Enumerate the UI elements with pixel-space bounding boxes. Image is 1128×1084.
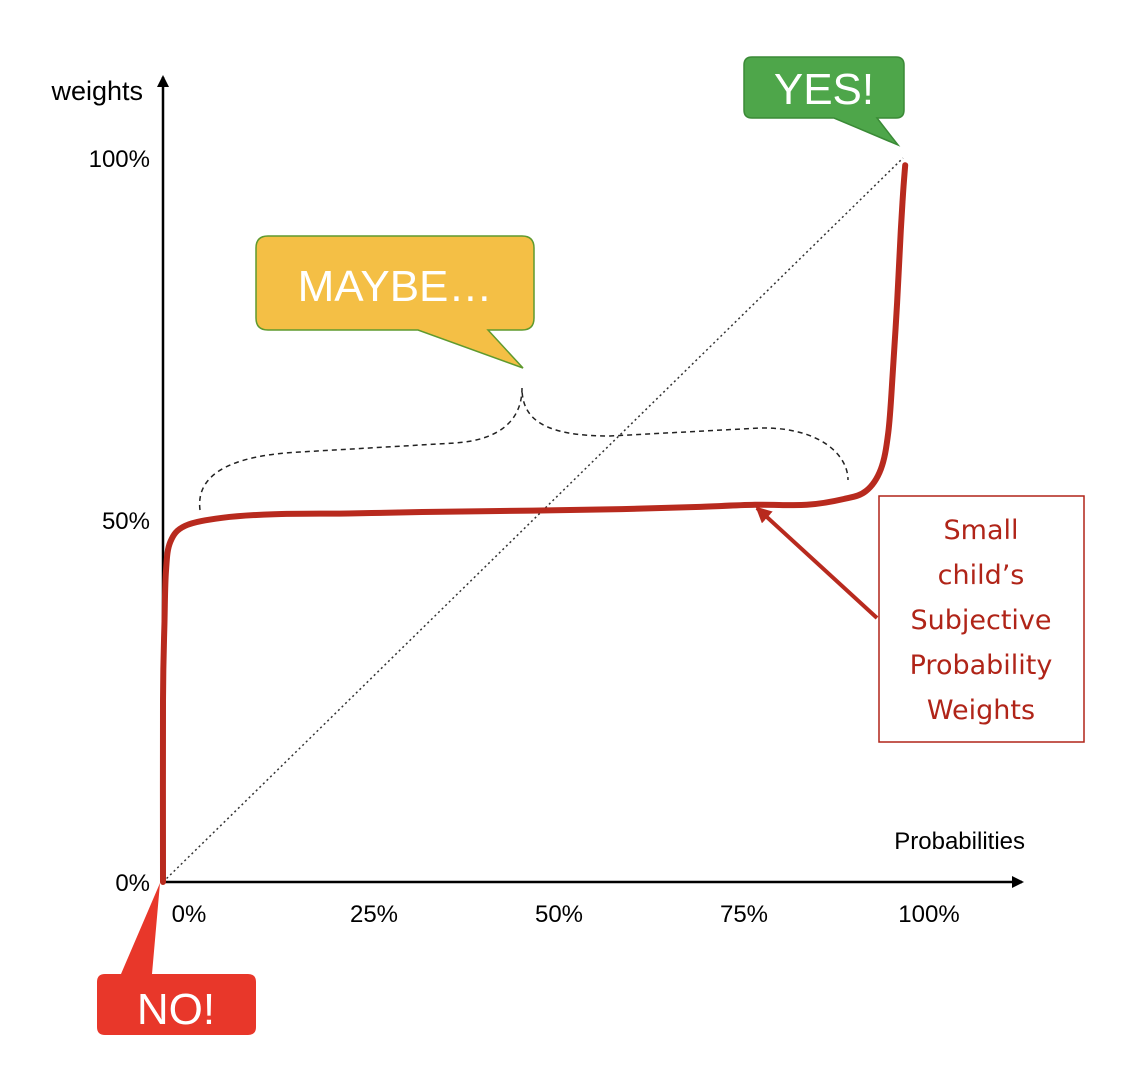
yes-label: YES! [774, 65, 874, 114]
note-line-1: Small [944, 515, 1019, 546]
y-tick-labels: 0% 50% 100% [89, 146, 150, 897]
x-axis-label: Probabilities [894, 828, 1025, 855]
x-tick-label: 25% [350, 901, 398, 928]
note-line-5: Weights [927, 695, 1035, 726]
note-line-2: child’s [938, 560, 1025, 591]
y-tick-label: 100% [89, 146, 150, 173]
no-speech-bubble: NO! [97, 883, 256, 1035]
note-line-4: Probability [910, 650, 1053, 681]
x-tick-label: 0% [172, 901, 207, 928]
maybe-speech-bubble: MAYBE… [255, 235, 535, 369]
subjective-weights-note: Small child’s Subjective Probability Wei… [878, 495, 1085, 743]
x-tick-label: 50% [535, 901, 583, 928]
y-axis-label: weights [50, 76, 143, 106]
x-tick-label: 100% [898, 901, 959, 928]
y-tick-label: 0% [115, 870, 150, 897]
note-pointer-arrow [755, 506, 879, 620]
subjective-weight-curve [159, 162, 909, 885]
maybe-label: MAYBE… [298, 262, 493, 311]
y-tick-label: 50% [102, 508, 150, 535]
x-tick-label: 75% [720, 901, 768, 928]
yes-speech-bubble: YES! [743, 56, 905, 147]
note-line-3: Subjective [910, 605, 1051, 636]
x-tick-labels: 0% 25% 50% 75% 100% [172, 901, 960, 928]
maybe-range-brace [198, 387, 849, 511]
no-label: NO! [137, 985, 215, 1034]
